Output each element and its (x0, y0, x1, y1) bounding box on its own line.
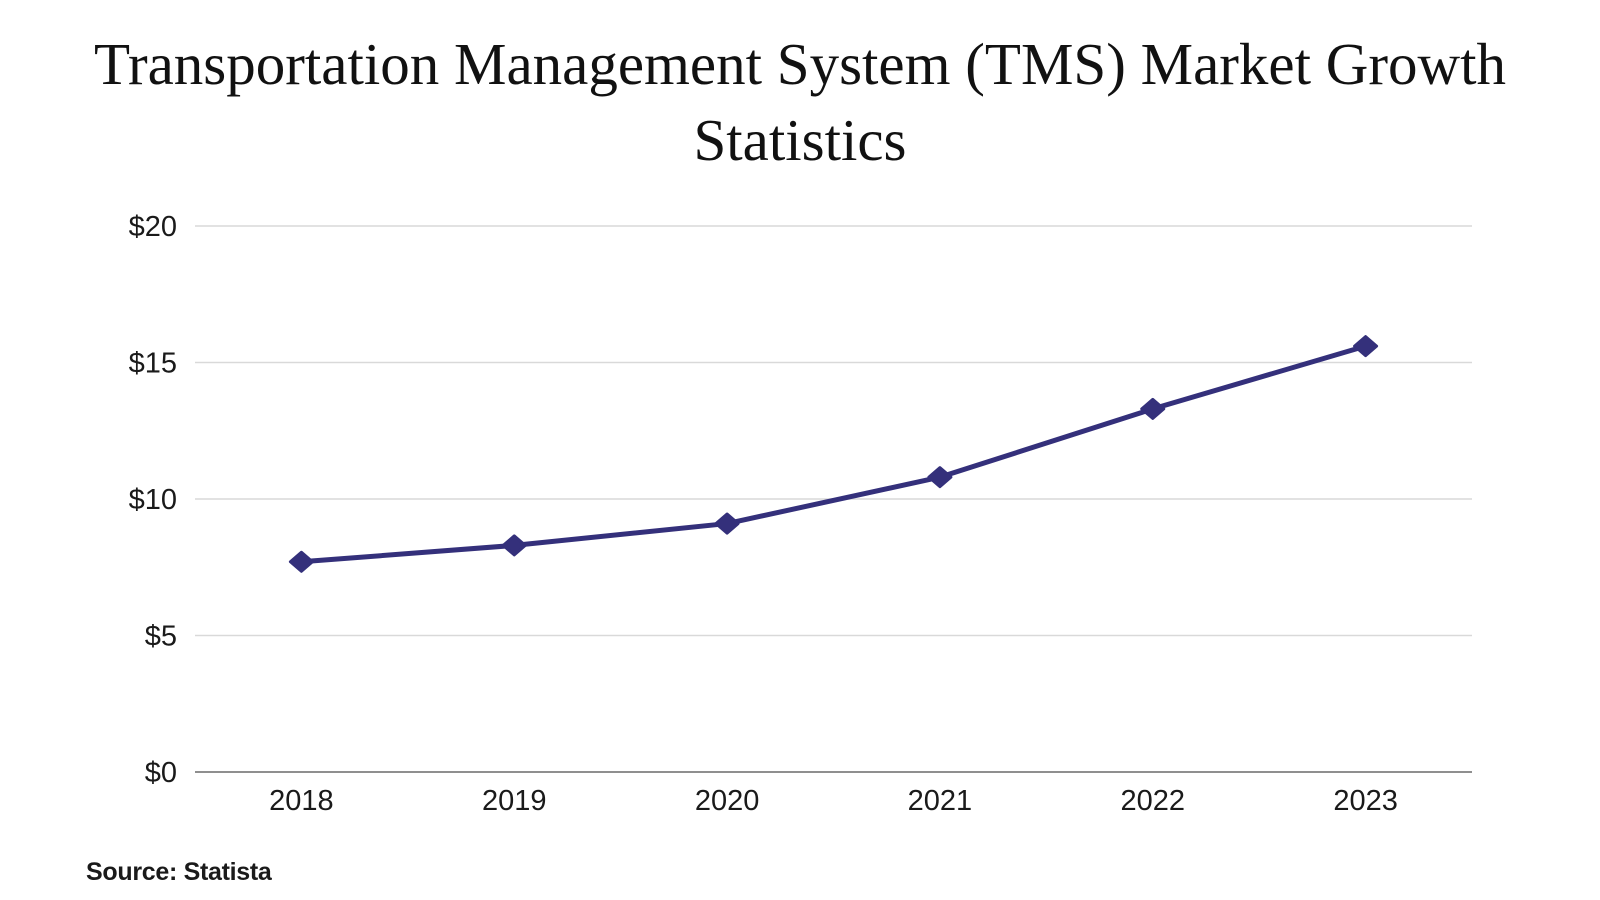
x-tick-label: 2020 (695, 785, 760, 817)
y-tick-label: $20 (129, 211, 177, 243)
data-point-marker (288, 550, 314, 573)
chart-title-line1: Transportation Management System (TMS) M… (94, 31, 1506, 97)
x-tick-label: 2018 (269, 785, 334, 817)
source-label: Source: Statista (86, 858, 272, 886)
x-tick-label: 2022 (1120, 785, 1185, 817)
data-point-marker (714, 512, 740, 535)
data-point-marker (501, 534, 527, 557)
series-line (298, 343, 1369, 565)
chart-title-line2: Statistics (693, 107, 907, 173)
y-tick-label: $5 (145, 621, 177, 653)
x-tick-label: 2019 (482, 785, 547, 817)
data-point-marker (927, 466, 953, 489)
data-point-marker (1353, 335, 1379, 358)
x-tick-label: 2021 (908, 785, 973, 817)
y-tick-label: $15 (129, 348, 177, 380)
y-tick-label: $0 (145, 757, 177, 789)
data-point-marker (1140, 397, 1166, 420)
x-tick-label: 2023 (1333, 785, 1398, 817)
chart-title: Transportation Management System (TMS) M… (65, 26, 1535, 178)
y-tick-label: $10 (129, 484, 177, 516)
